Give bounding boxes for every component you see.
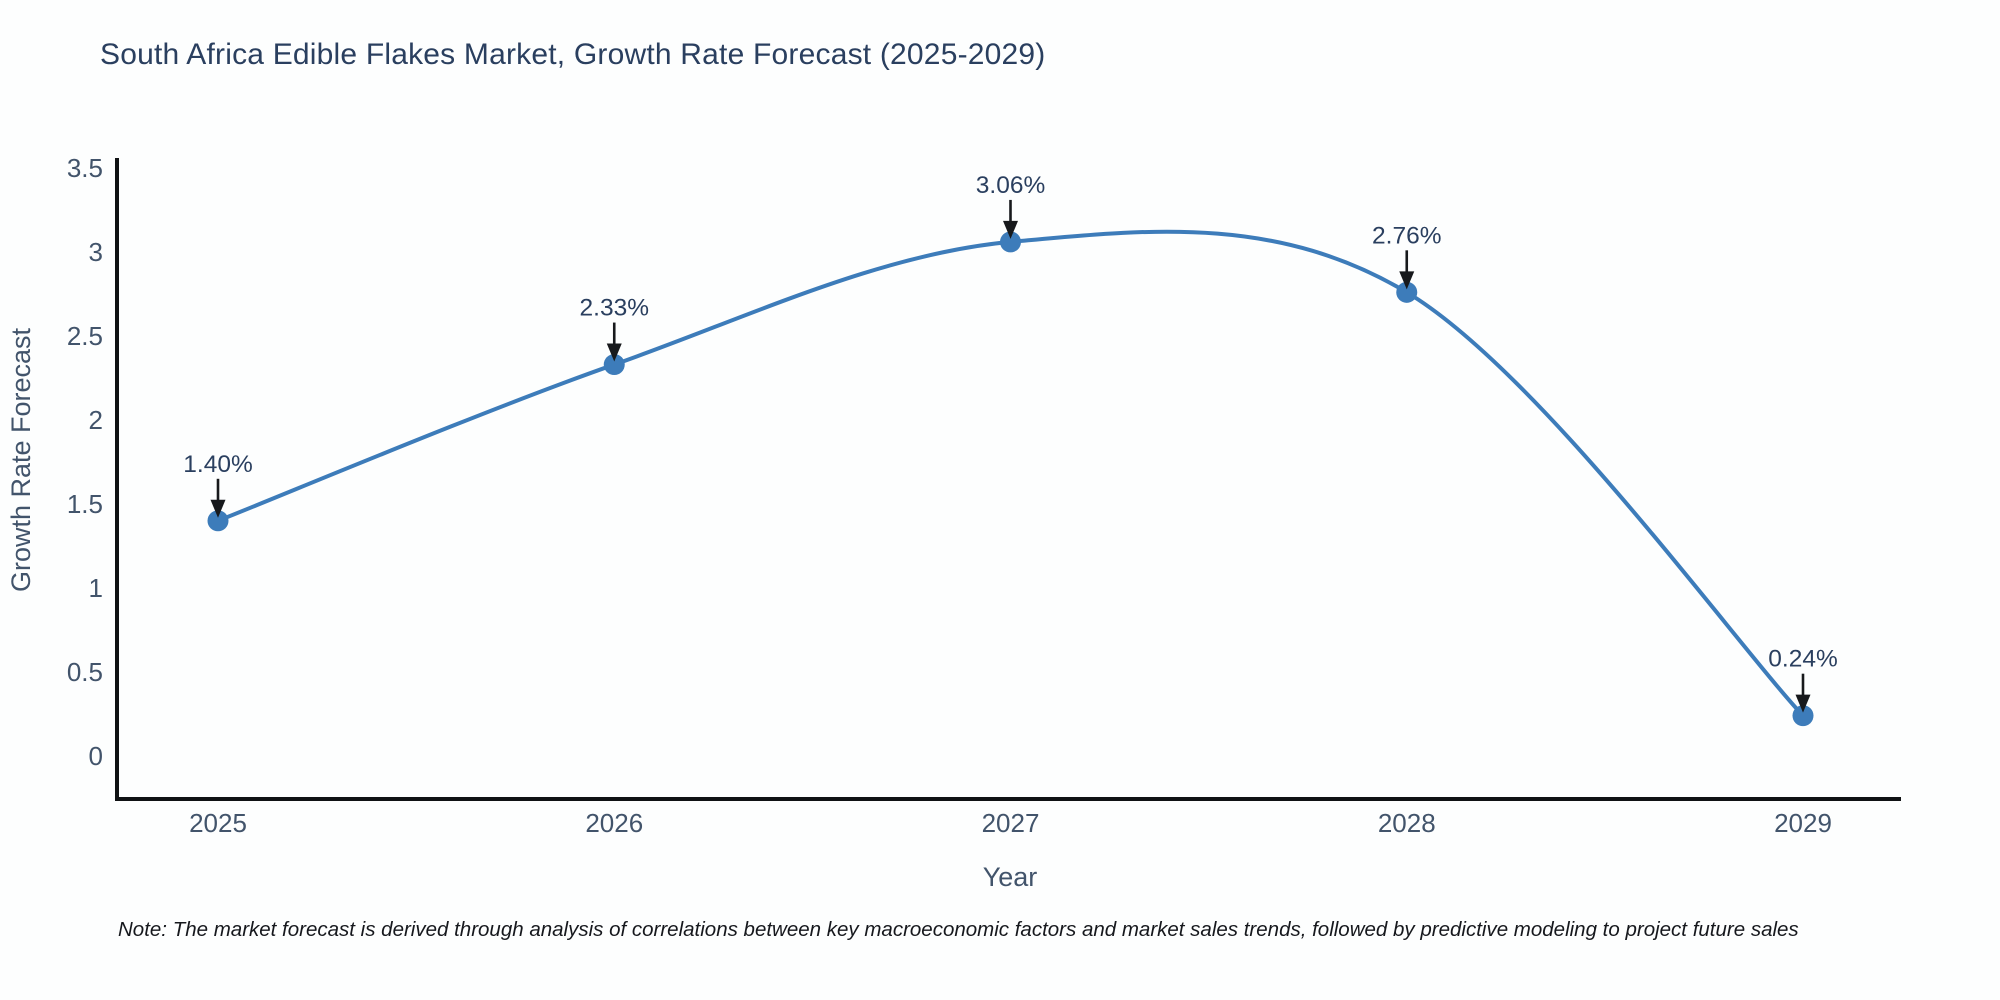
- y-tick-label: 3.5: [67, 153, 103, 183]
- data-point-label: 1.40%: [183, 451, 252, 478]
- annotation-arrow-head: [606, 343, 622, 362]
- x-tick-label: 2028: [1378, 808, 1436, 838]
- y-tick-label: 2: [89, 405, 103, 435]
- data-point-marker[interactable]: [603, 354, 625, 376]
- y-tick-label: 1: [89, 573, 103, 603]
- x-tick-label: 2026: [585, 808, 643, 838]
- data-point-label: 3.06%: [976, 172, 1045, 199]
- data-point-label: 0.24%: [1768, 646, 1837, 673]
- y-tick-label: 0: [89, 741, 103, 771]
- annotation-arrow-head: [1003, 220, 1018, 239]
- y-tick-label: 1.5: [67, 489, 103, 519]
- y-tick-label: 3: [89, 237, 103, 267]
- chart-title: South Africa Edible Flakes Market, Growt…: [100, 38, 1046, 71]
- x-tick-label: 2029: [1774, 808, 1832, 838]
- data-point-label: 2.76%: [1372, 222, 1441, 249]
- chart-footnote: Note: The market forecast is derived thr…: [118, 918, 1799, 941]
- x-tick-label: 2025: [189, 808, 247, 838]
- trend-line: [216, 229, 1805, 718]
- data-point-marker[interactable]: [1000, 231, 1021, 253]
- annotation-arrow-head: [210, 499, 226, 518]
- x-axis-title: Year: [983, 862, 1038, 892]
- y-axis-title: Growth Rate Forecast: [6, 327, 36, 592]
- data-point-label: 2.33%: [580, 295, 649, 322]
- x-tick-label: 2027: [982, 808, 1040, 838]
- data-point-marker[interactable]: [1792, 705, 1814, 727]
- annotation-arrow-head: [1795, 694, 1811, 713]
- data-point-marker[interactable]: [207, 510, 229, 532]
- data-point-marker[interactable]: [1396, 281, 1418, 303]
- y-tick-label: 0.5: [67, 657, 103, 687]
- y-tick-label: 2.5: [67, 321, 103, 351]
- annotation-arrow-head: [1399, 271, 1415, 290]
